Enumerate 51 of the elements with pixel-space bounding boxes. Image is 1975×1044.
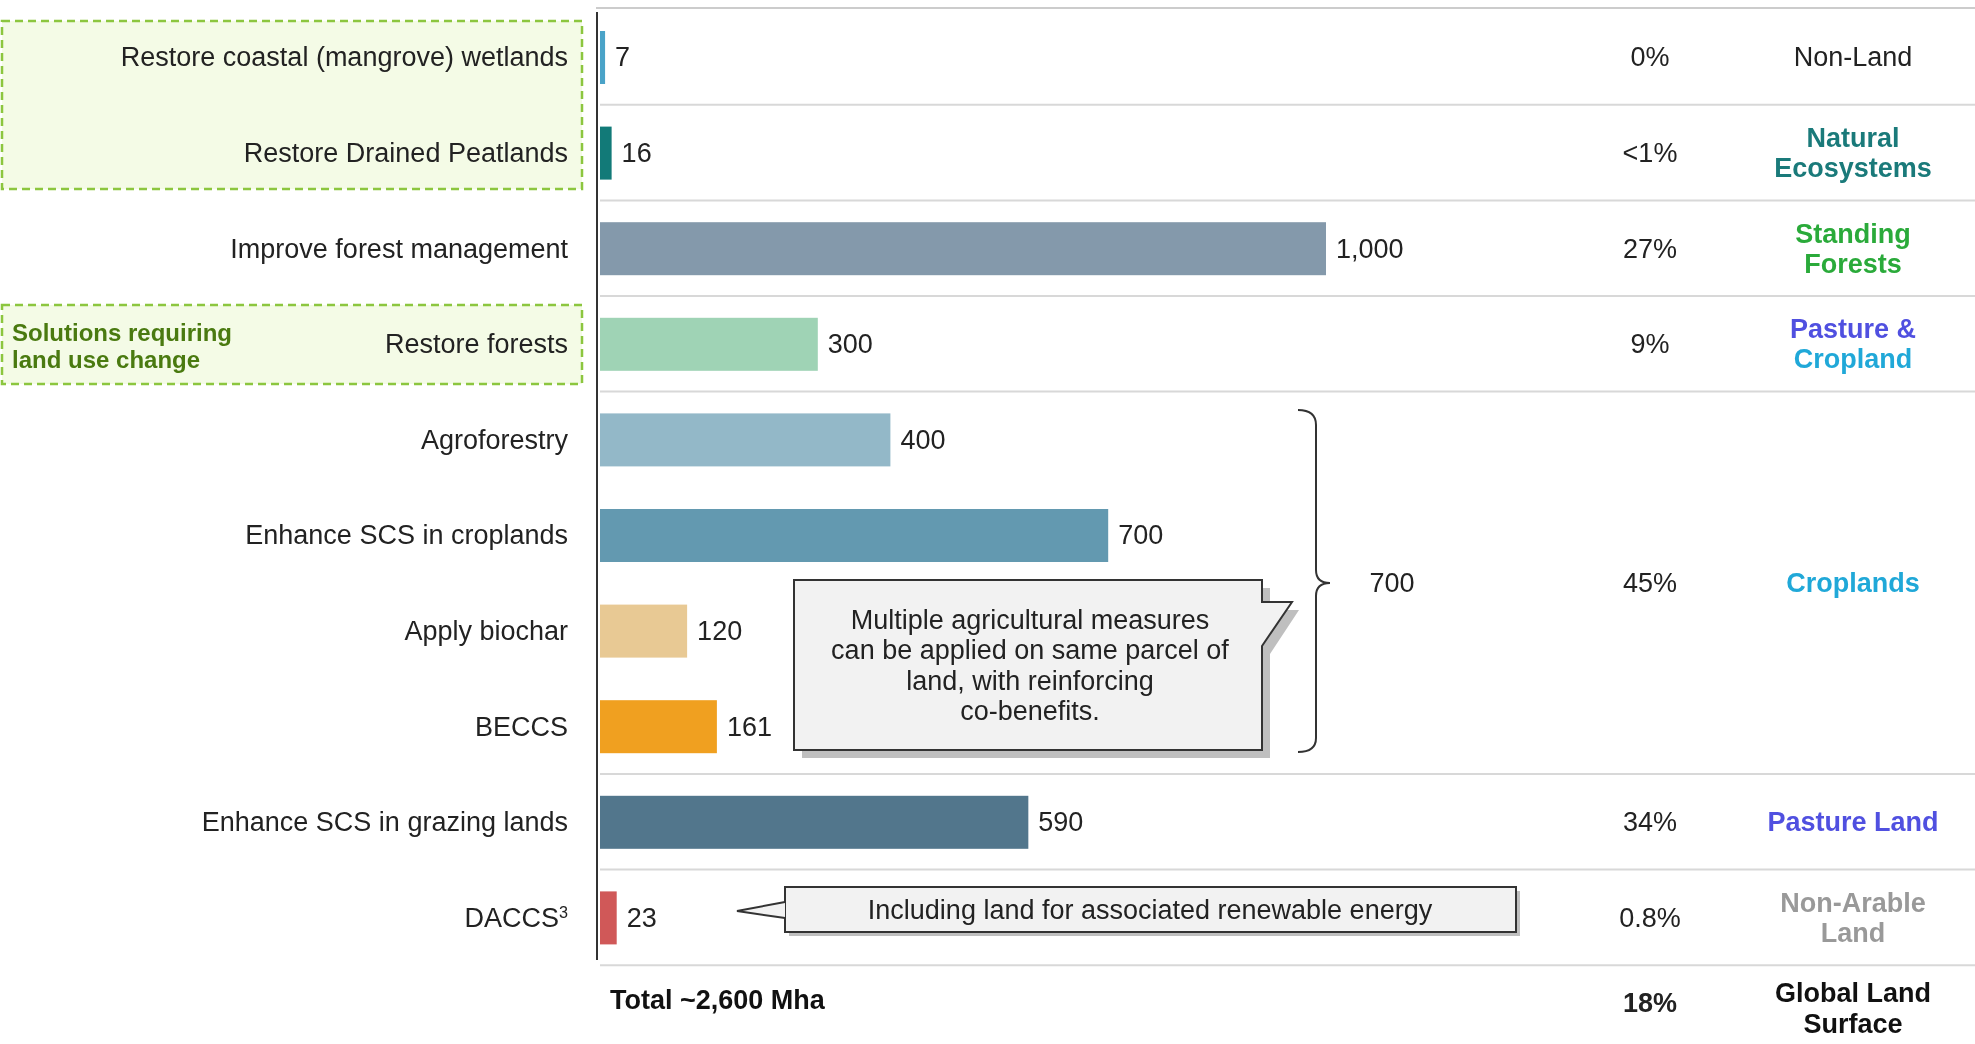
bar [600,604,688,658]
data-label: 1,000 [1336,233,1404,264]
annotation: Multiple agricultural measures can be applied on same parcel of land, with reinforcing co-benefits. [831,605,1230,726]
text: Pasture Land [1767,807,1939,838]
text: Total ~2,600 Mha [610,985,826,1016]
text: 34% [1622,807,1678,838]
text: 27% [1622,233,1678,264]
text: 45% [1622,568,1678,599]
text: Pasture & Cropland [1789,314,1917,375]
text: Non-Land [1793,42,1913,73]
y-tick-label: Improve forest management [230,233,569,264]
bar [600,891,617,945]
y-tick-label: Agroforestry [420,424,569,455]
bar [600,700,717,754]
text: Global Land Surface [1774,978,1932,1039]
y-tick-label: Restore coastal (mangrove) wetlands [120,42,568,73]
text: <1% [1622,138,1678,169]
data-label: 161 [726,711,772,742]
annotation: Including land for associated renewable energy [867,895,1433,926]
text: 9% [1630,329,1670,360]
data-label: 120 [697,616,743,647]
text: Natural Ecosystems [1774,122,1932,184]
text: 18% [1622,988,1678,1019]
y-tick-label: BECCS [474,711,568,742]
data-label: 590 [1038,807,1084,838]
text: 0.8% [1619,902,1681,933]
text: Non-Arable Land [1780,887,1926,948]
y-tick-label: Restore forests [384,329,568,360]
text: 0% [1630,42,1670,73]
text: 700 [1369,568,1415,599]
data-label: 7 [615,42,631,73]
bar [600,795,1029,849]
bar [600,31,606,84]
y-tick-label: Enhance SCS in croplands [245,520,568,551]
text: Standing Forests [1795,218,1911,279]
bar [600,317,818,371]
y-tick-label: Restore Drained Peatlands [243,138,568,169]
data-label: 23 [626,902,657,933]
y-tick-label: DACCS$^{3}$ [464,902,568,933]
bar [600,509,1109,562]
y-tick-label: Enhance SCS in grazing lands [201,807,568,838]
data-label: 700 [1118,520,1164,551]
bar [600,413,891,467]
data-label: 16 [621,138,652,169]
bar [600,126,612,180]
bar [600,222,1326,276]
text: Croplands [1786,568,1920,599]
data-label: 400 [900,424,946,455]
text: Solutions requiring land use change [12,318,232,373]
y-tick-label: Apply biochar [404,616,568,647]
data-label: 300 [827,329,873,360]
